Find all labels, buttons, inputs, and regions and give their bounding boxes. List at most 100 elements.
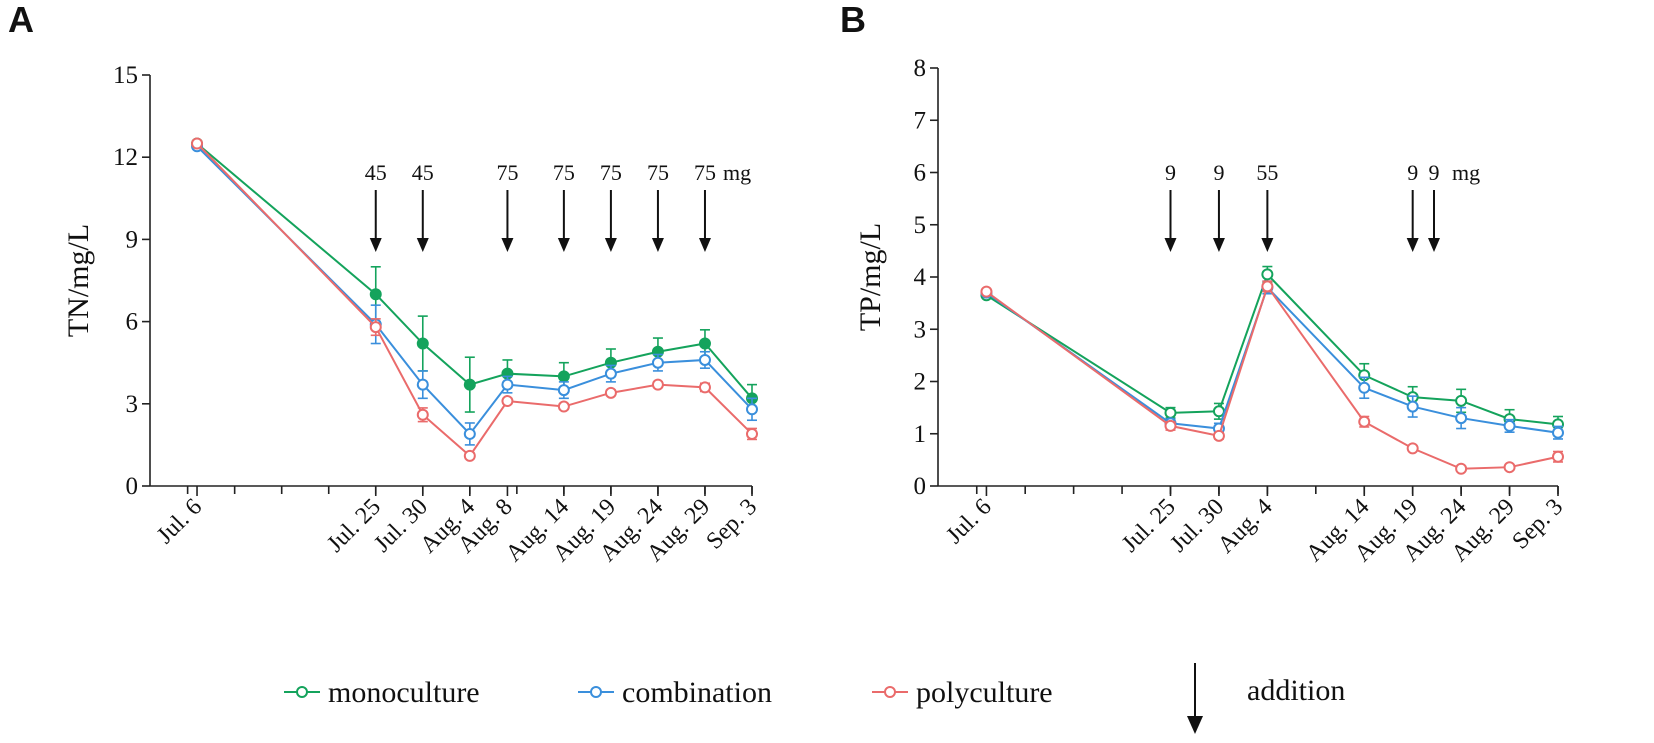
panel-a-dose-unit: mg <box>723 160 751 185</box>
legend-arrow-head <box>1187 716 1203 734</box>
panel-a-point-monoculture <box>416 337 429 350</box>
legend-marker-monoculture <box>296 686 308 698</box>
panel-b-addition-arrowhead <box>1428 238 1440 252</box>
panel-b-y-tick-label: 8 <box>914 55 927 82</box>
panel-a-line-polyculture <box>196 142 753 458</box>
panel-b-y-tick-label: 0 <box>914 473 927 500</box>
legend-item-monoculture: monoculture <box>284 676 480 709</box>
panel-b-y-tick-label: 6 <box>914 160 927 187</box>
panel-a-letter: A <box>8 0 34 40</box>
panel-a-addition-arrowhead <box>416 238 429 252</box>
panel-b-point-combination <box>1358 381 1371 394</box>
panel-b-dose-label: 9 <box>1213 160 1224 185</box>
panel-a-y-tick-label: 3 <box>126 391 139 418</box>
panel-b-addition-arrowhead <box>1212 238 1225 252</box>
panel-b-x-tick-label: Sep. 3 <box>1507 494 1568 555</box>
panel-a-point-combination <box>501 378 514 391</box>
panel-a-point-monoculture <box>698 337 711 350</box>
panel-b-y-tick-label: 5 <box>914 212 927 239</box>
panel-a-series-combination <box>191 140 758 446</box>
panel-a-point-monoculture <box>557 370 570 383</box>
panel-a-y-tick-label: 15 <box>113 62 138 89</box>
panel-a-y-tick-label: 6 <box>126 309 139 336</box>
legend-label-polyculture: polyculture <box>916 676 1053 709</box>
panel-a-point-polyculture <box>501 395 514 408</box>
panel-b-point-polyculture <box>1358 415 1371 428</box>
panel-a-y-tick-label: 0 <box>126 473 139 500</box>
panel-b-point-monoculture <box>1164 406 1177 419</box>
panel-b-point-polyculture <box>980 285 993 298</box>
panel-a-line-monoculture <box>196 142 753 399</box>
panel-b-point-polyculture <box>1552 450 1564 463</box>
panel-a-point-combination <box>416 378 429 391</box>
legend-label-addition: addition <box>1247 674 1345 707</box>
panel-a-addition-arrowhead <box>698 238 711 252</box>
panel-a-dose-label: 45 <box>412 160 434 185</box>
panel-a-dose-label: 75 <box>496 160 518 185</box>
panel-a-x-tick-label: Jul. 6 <box>152 494 207 549</box>
panel-b-x-tick-label: Jul. 6 <box>942 494 997 549</box>
panel-a-series-polyculture <box>191 137 758 462</box>
panel-b-dose-label: 9 <box>1429 160 1440 185</box>
panel-a-point-monoculture <box>463 378 476 391</box>
panel-a-point-monoculture <box>369 288 382 301</box>
panel-a-addition-arrowhead <box>501 238 514 252</box>
legend-marker-combination <box>590 686 602 698</box>
legend-item-polyculture: polyculture <box>872 676 1053 709</box>
panel-a-point-polyculture <box>416 408 429 421</box>
panel-a-point-polyculture <box>369 321 382 334</box>
panel-b-dose-unit: mg <box>1452 160 1480 185</box>
panel-b-point-polyculture <box>1261 280 1274 293</box>
panel-b-y-tick-label: 4 <box>914 264 927 291</box>
panel-a-dose-label: 75 <box>600 160 622 185</box>
panel-a-point-combination <box>746 403 758 416</box>
panel-a-point-combination <box>698 353 711 366</box>
panel-b-y-tick-label: 1 <box>914 421 927 448</box>
panel-b-y-tick-label: 3 <box>914 316 927 343</box>
panel-b-dose-label: 9 <box>1165 160 1176 185</box>
panel-a-x-tick-label: Jul. 25 <box>322 494 386 558</box>
panel-b-point-polyculture <box>1164 419 1177 432</box>
panel-a-point-polyculture <box>604 386 617 399</box>
panel-b-letter: B <box>840 0 866 40</box>
panel-b-y-tick-label: 2 <box>914 369 927 396</box>
panel-b-x-tick-label: Jul. 25 <box>1117 494 1181 558</box>
legend-marker-polyculture <box>884 686 896 698</box>
panel-b-addition-arrowhead <box>1164 238 1177 252</box>
panel-a-point-polyculture <box>191 137 204 150</box>
panel-b-point-monoculture <box>1212 405 1225 418</box>
panel-b-line-combination <box>985 285 1559 434</box>
panel-b-point-monoculture <box>1455 394 1468 407</box>
panel-a-point-polyculture <box>557 400 570 413</box>
panel-b-point-polyculture <box>1406 442 1419 455</box>
panel-a-point-polyculture <box>746 427 758 440</box>
panel-a-point-polyculture <box>463 449 476 462</box>
panel-b-addition-arrowhead <box>1406 238 1419 252</box>
panel-b-point-monoculture <box>1261 268 1274 281</box>
panel-a-addition-arrowhead <box>604 238 617 252</box>
panel-b-series-polyculture <box>980 280 1564 475</box>
panel-b-line-polyculture <box>985 284 1559 470</box>
panel-b-addition-arrowhead <box>1261 238 1274 252</box>
panel-a-point-polyculture <box>698 381 711 394</box>
panel-b-line-monoculture <box>985 272 1559 426</box>
panel-b-x-tick-label: Aug. 4 <box>1213 494 1278 559</box>
panel-b-point-polyculture <box>1212 429 1225 442</box>
panel-a-point-combination <box>557 384 570 397</box>
panel-a-point-combination <box>604 367 617 380</box>
panel-b-point-polyculture <box>1503 461 1516 474</box>
panel-b-point-combination <box>1552 426 1564 439</box>
panel-a-line-combination <box>196 145 753 436</box>
panel-a-series-monoculture <box>191 137 758 413</box>
panel-b-dose-label: 55 <box>1256 160 1278 185</box>
panel-b-y-tick-label: 7 <box>914 107 927 134</box>
panel-a-point-combination <box>463 427 476 440</box>
panel-b-point-combination <box>1406 400 1419 413</box>
legend-label-combination: combination <box>622 676 772 709</box>
panel-a-addition-arrowhead <box>557 238 570 252</box>
legend-item-combination: combination <box>578 676 772 709</box>
panel-b-point-polyculture <box>1455 462 1468 475</box>
